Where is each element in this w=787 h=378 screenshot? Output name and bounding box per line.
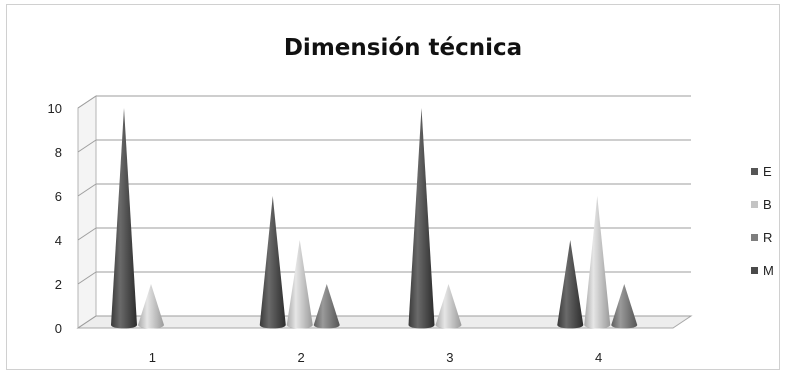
x-tick-label: 4 [595, 350, 602, 365]
cone [259, 196, 286, 329]
y-tick-label: 0 [55, 321, 62, 336]
cone-body [138, 284, 164, 329]
cone [286, 240, 313, 329]
gridline-diagonal [77, 315, 97, 329]
cone-body [557, 240, 584, 329]
cone-body [111, 108, 137, 329]
legend-label: E [763, 164, 772, 179]
chart-title: Dimensión técnica [284, 35, 522, 61]
legend-swatch [751, 267, 758, 274]
legend-label: M [763, 263, 774, 278]
legend-swatch [751, 201, 758, 208]
cone [584, 196, 611, 329]
legend-swatch [751, 234, 758, 241]
cone-body [435, 284, 462, 329]
cone-body [408, 108, 435, 329]
y-tick-label: 10 [48, 101, 62, 116]
y-tick-label: 6 [55, 189, 62, 204]
y-axis-ticks: 0 2 4 6 8 10 [48, 101, 62, 336]
legend-label: R [763, 230, 772, 245]
cone-body [611, 284, 638, 329]
legend: E B R M [751, 164, 774, 278]
gridline-diagonal [77, 95, 97, 109]
cone-body [259, 196, 286, 329]
x-tick-label: 3 [446, 350, 453, 365]
cone-body [313, 284, 340, 329]
cone-body [584, 196, 611, 329]
data-cones [111, 108, 638, 329]
side-wall [77, 95, 97, 329]
legend-label: B [763, 197, 772, 212]
cone [313, 284, 340, 329]
gridline-diagonal [77, 139, 97, 153]
gridline-diagonal [77, 183, 97, 197]
gridline-diagonal [77, 271, 97, 285]
y-tick-label: 8 [55, 145, 62, 160]
cone [138, 284, 164, 329]
cone [435, 284, 462, 329]
y-tick-label: 4 [55, 233, 62, 248]
cone-body [286, 240, 313, 329]
y-tick-label: 2 [55, 277, 62, 292]
gridline-diagonal [77, 227, 97, 241]
x-axis-ticks: 1 2 3 4 [149, 350, 602, 365]
x-tick-label: 2 [298, 350, 305, 365]
plot-walls [76, 95, 693, 329]
x-tick-label: 1 [149, 350, 156, 365]
cone [408, 108, 435, 329]
cone [111, 108, 137, 329]
legend-swatch [751, 168, 758, 175]
cone [611, 284, 638, 329]
cone [557, 240, 584, 329]
